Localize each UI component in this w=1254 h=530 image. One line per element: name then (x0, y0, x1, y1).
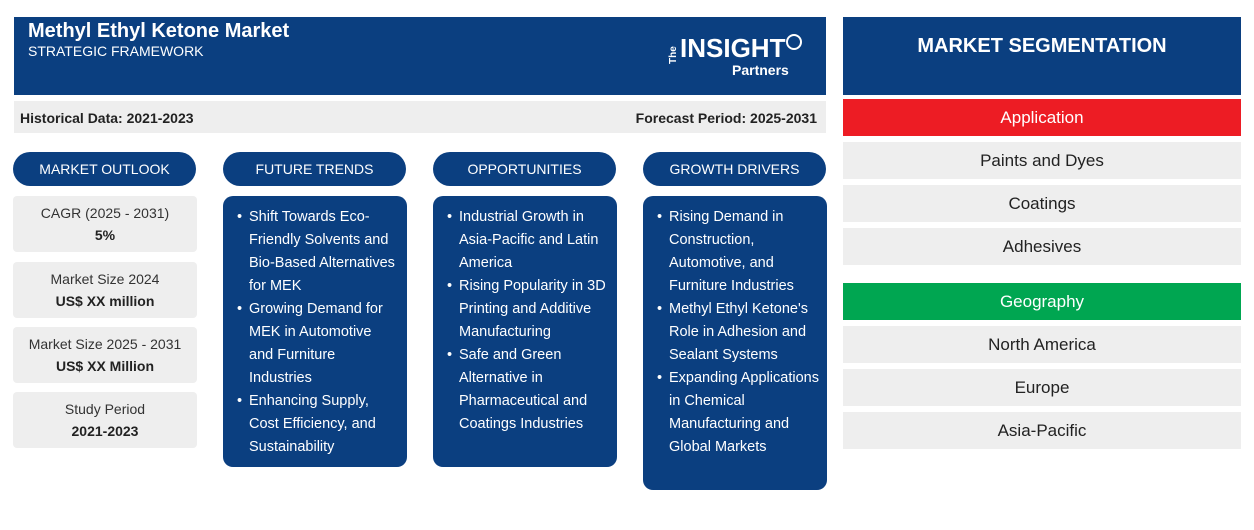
opportunity-item: Rising Popularity in 3D Printing and Add… (445, 275, 609, 344)
driver-item: Methyl Ethyl Ketone's Role in Adhesion a… (655, 298, 819, 367)
outlook-card-market-size-forecast: Market Size 2025 - 2031 US$ XX Million (13, 327, 197, 383)
logo-partners-text: Partners (732, 62, 789, 78)
logo-insight-text: INSIGHT (680, 33, 786, 63)
data-period-bar (14, 101, 826, 133)
outlook-label: CAGR (2025 - 2031) (40, 205, 170, 221)
segment-item-europe: Europe (843, 369, 1241, 406)
outlook-label: Market Size 2024 (50, 271, 160, 287)
segment-item-north-america: North America (843, 326, 1241, 363)
page-title: Methyl Ethyl Ketone Market (28, 20, 290, 42)
outlook-value: 2021-2023 (71, 423, 139, 439)
opportunity-item: Industrial Growth in Asia-Pacific and La… (445, 206, 609, 275)
segment-item-paints-and-dyes: Paints and Dyes (843, 142, 1241, 179)
page-subtitle: STRATEGIC FRAMEWORK (28, 43, 204, 59)
outlook-card-study-period: Study Period 2021-2023 (13, 392, 197, 448)
header-banner (14, 17, 826, 95)
logo-ring-icon (786, 34, 802, 50)
outlook-label: Market Size 2025 - 2031 (28, 336, 182, 352)
outlook-card-cagr: CAGR (2025 - 2031) 5% (13, 196, 197, 252)
market-outlook-header: MARKET OUTLOOK (13, 152, 196, 186)
opportunities-box: Industrial Growth in Asia-Pacific and La… (433, 196, 617, 467)
future-trends-header: FUTURE TRENDS (223, 152, 406, 186)
growth-drivers-header: GROWTH DRIVERS (643, 152, 826, 186)
logo-the-text: The (668, 46, 679, 64)
outlook-value: 5% (94, 227, 116, 243)
future-trends-box: Shift Towards Eco-Friendly Solvents and … (223, 196, 407, 467)
trend-item: Growing Demand for MEK in Automotive and… (235, 298, 399, 390)
insight-partners-logo: The INSIGHT Partners (668, 30, 808, 82)
segment-item-adhesives: Adhesives (843, 228, 1241, 265)
outlook-label: Study Period (64, 401, 146, 417)
trend-item: Shift Towards Eco-Friendly Solvents and … (235, 206, 399, 298)
outlook-card-market-size-2024: Market Size 2024 US$ XX million (13, 262, 197, 318)
opportunities-header: OPPORTUNITIES (433, 152, 616, 186)
segment-item-asia-pacific: Asia-Pacific (843, 412, 1241, 449)
outlook-value: US$ XX million (55, 293, 155, 309)
opportunity-item: Safe and Green Alternative in Pharmaceut… (445, 344, 609, 436)
driver-item: Expanding Applications in Chemical Manuf… (655, 367, 819, 459)
outlook-value: US$ XX Million (55, 358, 154, 374)
segment-category-geography: Geography (843, 283, 1241, 320)
forecast-period-label: Forecast Period: 2025-2031 (635, 110, 817, 126)
driver-item: Rising Demand in Construction, Automotiv… (655, 206, 819, 298)
growth-drivers-box: Rising Demand in Construction, Automotiv… (643, 196, 827, 490)
segment-category-application: Application (843, 99, 1241, 136)
segment-item-coatings: Coatings (843, 185, 1241, 222)
market-segmentation-header: MARKET SEGMENTATION (843, 17, 1241, 95)
trend-item: Enhancing Supply, Cost Efficiency, and S… (235, 390, 399, 459)
historical-data-label: Historical Data: 2021-2023 (20, 110, 194, 126)
